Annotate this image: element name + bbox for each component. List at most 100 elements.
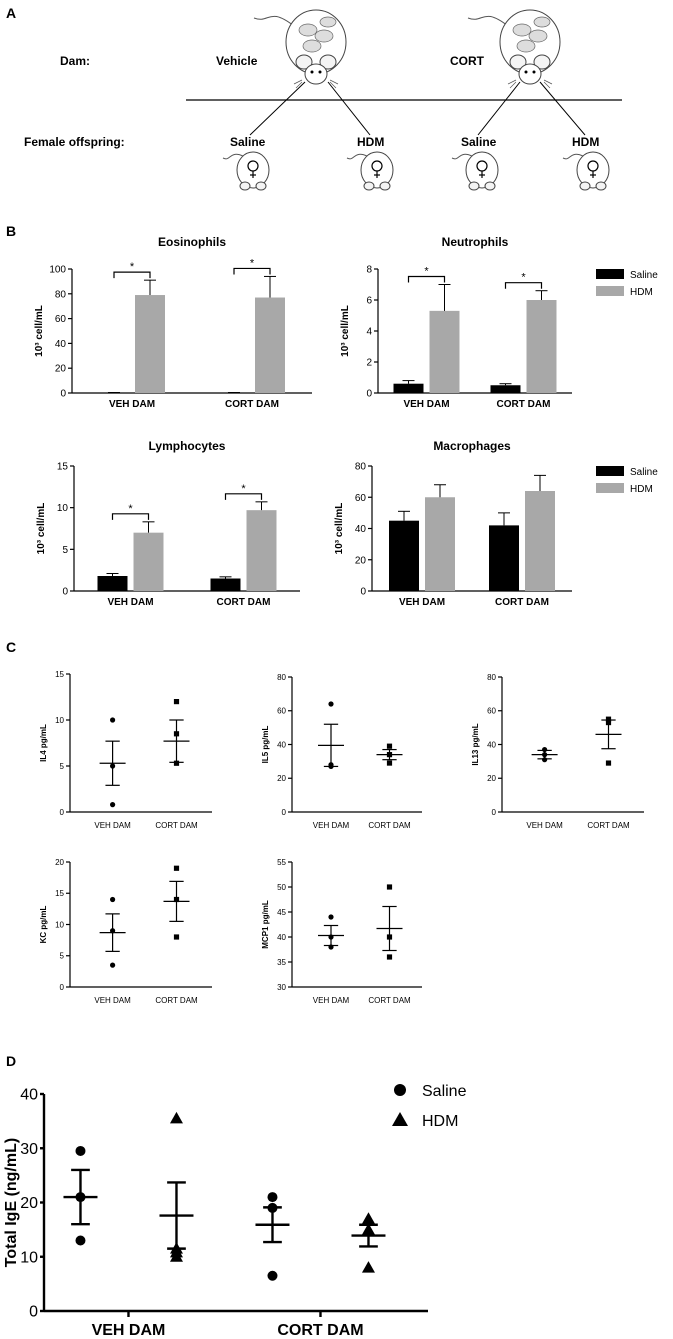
x-tick-label: CORT DAM [277,1322,363,1339]
chart-kc: 0 5 10 15 20 KC pg/mL VEH DAM CORT DAM [39,858,212,1005]
y-tick-label: 6 [366,296,372,307]
y-axis-label: IL13 pg/mL [471,723,480,765]
y-tick-label: 30 [20,1141,38,1158]
data-point [361,1212,375,1224]
data-point [173,865,180,871]
y-tick-label: 80 [277,673,286,682]
y-tick-label: 40 [277,933,286,942]
legend-swatch-saline [596,269,624,279]
y-tick-label: 30 [277,983,286,992]
data-point [361,1223,375,1235]
significance-bracket [113,271,151,279]
x-tick-label: VEH DAM [313,996,350,1005]
y-tick-label: 5 [60,762,65,771]
significance-bracket [111,513,150,520]
y-tick-label: 0 [60,808,65,817]
legend-label: HDM [630,484,653,495]
y-tick-label: 5 [60,952,65,961]
chart-lymphocytes: Lymphocytes 0 5 10 15 10³ cell/mL VEH DAM CORT … [36,439,300,608]
y-axis-label: Total IgE (ng/mL) [3,1138,20,1267]
x-tick-label: VEH DAM [109,399,155,410]
data-point [328,944,334,950]
y-axis-label: IL4 pg/mL [39,724,48,762]
data-point [110,802,116,808]
significance-marker: * [128,503,133,515]
y-axis-label: 10³ cell/mL [340,305,351,357]
x-tick-label: CORT DAM [368,996,411,1005]
offspring-label-4: HDM [572,135,599,149]
x-tick-label: CORT DAM [225,399,279,410]
significance-marker: * [521,272,526,284]
data-point [110,928,116,934]
y-tick-label: 4 [366,327,372,338]
data-point [386,760,393,766]
x-tick-label: VEH DAM [399,597,445,608]
legend-swatch-hdm [596,483,624,493]
y-tick-label: 45 [277,908,286,917]
y-tick-label: 80 [55,289,67,300]
bar-hdm [525,491,555,591]
significance-bracket [233,267,271,275]
bar-hdm [133,532,164,591]
y-tick-label: 0 [60,983,65,992]
legend-label: Saline [630,467,658,478]
legend-label: Saline [422,1083,467,1100]
data-point [173,731,180,737]
data-point [386,884,393,890]
panel-a: A Dam: Vehicle CORT Female offspring: Sa… [6,5,622,191]
y-tick-label: 0 [29,1304,38,1321]
dam-label: Dam: [60,54,90,68]
y-tick-label: 0 [366,389,372,400]
y-tick-label: 20 [55,858,64,867]
y-tick-label: 60 [355,493,367,504]
x-tick-label: CORT DAM [495,597,549,608]
y-tick-label: 55 [277,858,286,867]
data-point [110,763,116,769]
significance-bracket [224,493,263,500]
data-point [386,743,393,749]
y-tick-label: 20 [20,1195,38,1212]
y-tick-label: 15 [55,889,64,898]
offspring-label-3: Saline [461,135,497,149]
y-axis-label: KC pg/mL [39,906,48,944]
y-axis-label: MCP1 pg/mL [261,900,270,949]
legend-label: HDM [630,287,653,298]
data-point [110,717,116,723]
chart-ige: 0 10 20 30 40 Total IgE (ng/mL) VEH DAM CORT DA… [3,1083,467,1339]
x-tick-label: CORT DAM [217,597,271,608]
data-point [75,1235,86,1246]
dam-cort-label: CORT [450,54,485,68]
chart-neutrophils: Neutrophils 0 2 4 6 8 10³ cell/mL VEH DAM CORT D… [340,235,658,410]
legend-swatch-saline [596,466,624,476]
data-point [542,752,548,758]
connector-line [249,81,306,136]
chart-macrophages: Macrophages 0 20 40 60 80 10³ cell/mL VEH DAM CO… [334,439,658,608]
y-axis-label: 10³ cell/mL [34,305,45,357]
legend-label: HDM [422,1113,458,1130]
panel-c-letter: C [6,639,16,655]
panel-b-letter: B [6,223,16,239]
chart-eosinophils: Eosinophils 0 20 40 60 80 100 10³ cell/mL VEH DA… [34,235,312,410]
bar-hdm [429,310,460,393]
y-tick-label: 0 [60,389,66,400]
y-tick-label: 15 [55,670,64,679]
data-point [542,746,548,753]
data-point [386,954,393,960]
data-point [386,934,393,940]
legend-swatch-hdm [596,286,624,296]
data-point [361,1261,375,1273]
y-tick-label: 40 [20,1087,38,1104]
legend-label: Saline [630,270,658,281]
offspring-mouse-icon [346,151,394,191]
x-tick-label: VEH DAM [403,399,449,410]
y-tick-label: 35 [277,958,286,967]
offspring-label-2: HDM [357,135,384,149]
y-axis-label: IL5 pg/mL [261,726,270,764]
data-point [328,914,334,920]
chart-title: Macrophages [433,439,511,453]
y-tick-label: 10 [57,503,69,514]
bar-saline [489,525,519,591]
offspring-mouse-icon [222,151,270,191]
y-tick-label: 20 [355,555,367,566]
y-axis-label: 10³ cell/mL [36,503,47,555]
